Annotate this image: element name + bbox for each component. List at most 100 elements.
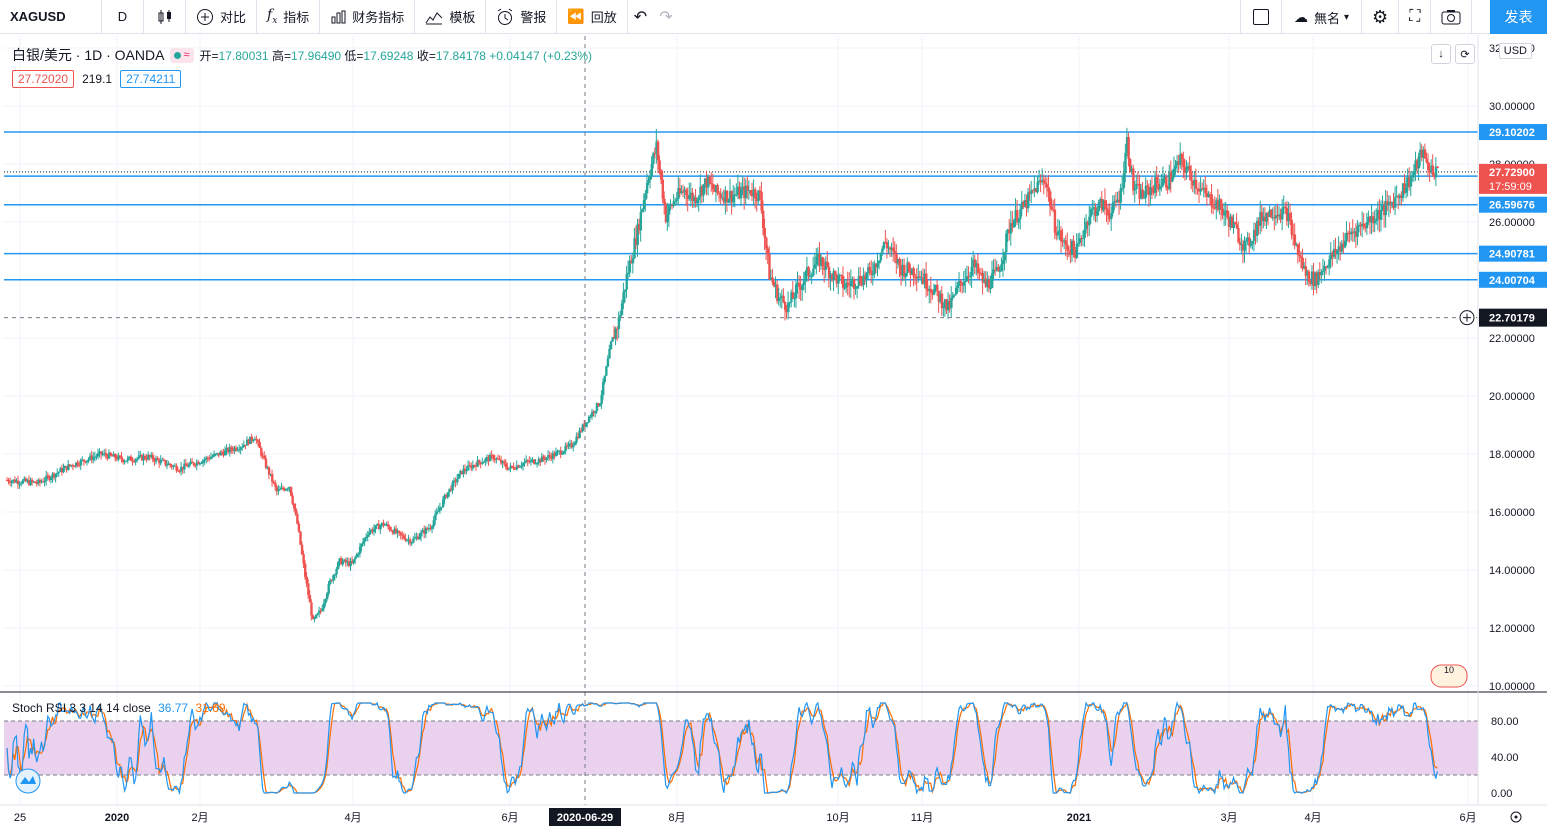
candle-body [396, 530, 399, 534]
candle-body [774, 284, 777, 287]
stoch-tick-label: 0.00 [1491, 788, 1512, 800]
candle-body [708, 176, 712, 184]
candle-body [573, 442, 577, 446]
candle-body [373, 529, 376, 532]
financials-button[interactable]: 财务指标 [320, 0, 416, 34]
undo-button[interactable]: ↶ [633, 8, 648, 26]
candle-body [120, 456, 123, 460]
time-axis-settings-icon[interactable] [1510, 811, 1522, 823]
candle-body [142, 456, 145, 461]
templates-button[interactable]: 模板 [415, 0, 487, 34]
candle-body [424, 528, 428, 534]
candle-body [1246, 237, 1250, 241]
candle-body [291, 495, 294, 504]
candle-body [522, 463, 525, 466]
candle-body [180, 466, 183, 472]
fullscreen-button[interactable]: ⛶ [1399, 0, 1432, 34]
candle-body [200, 462, 203, 464]
candle-body [300, 544, 304, 555]
publish-button[interactable]: 发表 [1490, 0, 1547, 34]
candle-body [38, 480, 42, 483]
candle-body [848, 284, 851, 287]
candle-body [697, 196, 701, 200]
candle-body [539, 459, 542, 463]
candle-body [1086, 221, 1090, 226]
candle-body [236, 449, 239, 451]
candle-body [1219, 199, 1223, 209]
candle-body [369, 529, 373, 533]
fullscreen-layout-button[interactable] [1240, 0, 1282, 34]
candle-body [647, 179, 650, 183]
candle-body [9, 481, 12, 484]
candle-body [841, 276, 845, 288]
candle-body [1085, 221, 1088, 230]
indicators-button[interactable]: fx 指标 [257, 0, 321, 34]
symbol-search-button[interactable]: XAGUSD [0, 0, 102, 34]
compare-button[interactable]: 对比 [186, 0, 258, 34]
redo-button[interactable]: ↷ [659, 8, 673, 26]
layout-name-button[interactable]: ☁ 無名 ▾ [1282, 0, 1363, 34]
candle-body [645, 182, 649, 194]
candle-body [206, 457, 210, 459]
candle-body [413, 537, 417, 539]
candle-body [1254, 229, 1257, 236]
tv-logo-icon[interactable] [15, 768, 41, 794]
candle-body [1083, 229, 1086, 238]
candle-body [885, 242, 889, 249]
stoch-title[interactable]: Stoch RSI 3 3 14 14 close [12, 701, 151, 715]
candle-body [1362, 223, 1366, 227]
candle-body [20, 483, 23, 485]
candle-body [1317, 272, 1320, 285]
candle-body [747, 190, 751, 192]
candle-body [581, 424, 585, 432]
candle-body [556, 451, 559, 453]
crosshair-date-label: 2020-06-29 [557, 812, 613, 824]
currency-tag[interactable]: USD [1498, 43, 1532, 59]
candle-body [887, 247, 890, 249]
price-axis[interactable]: 32.0000030.0000028.0000026.0000024.00000… [1489, 43, 1535, 693]
interval-button[interactable]: D [102, 0, 144, 34]
candle-body [548, 455, 552, 457]
candle-body [1398, 195, 1402, 198]
candle-body [666, 214, 669, 222]
candle-body [219, 451, 222, 456]
candle-body [1150, 187, 1154, 189]
settings-button[interactable]: ⚙ [1362, 0, 1400, 34]
candle-body [603, 375, 606, 383]
candle-body [578, 430, 581, 438]
candle-body [1171, 176, 1174, 182]
time-axis[interactable]: 25 2020 2月 4月 6月 8月 10月 11月 2021 3月 4月 6月 2020-06-29 [14, 808, 1477, 826]
bid-price-box[interactable]: 27.72020 [12, 70, 75, 88]
market-status-badge[interactable]: ≈ [170, 47, 194, 63]
candle-body [1337, 246, 1341, 251]
alert-button[interactable]: 警报 [486, 0, 558, 34]
price-tick-label: 14.00000 [1489, 565, 1535, 577]
candle-body [103, 453, 106, 455]
candle-body [1066, 244, 1069, 251]
candle-body [245, 439, 249, 446]
stoch-axis[interactable]: 80.00 40.00 0.00 [1491, 716, 1519, 800]
candle-body [209, 457, 213, 460]
candle-body [518, 466, 522, 468]
scroll-down-button[interactable]: ↓ [1431, 44, 1451, 64]
snapshot-button[interactable] [1431, 0, 1473, 34]
ask-price-box[interactable]: 27.74211 [120, 70, 182, 88]
candle-body [820, 257, 823, 266]
candle-body [871, 274, 875, 276]
candle-body [401, 534, 404, 536]
candle-body [191, 461, 194, 463]
candle-body [1154, 177, 1157, 193]
chart-type-button[interactable] [144, 0, 186, 34]
candle-body [528, 461, 531, 463]
symbol-title[interactable]: 白银/美元 · 1D · OANDA [12, 47, 165, 63]
candle-body [994, 269, 997, 271]
candle-body [1209, 194, 1212, 196]
candle-body [564, 445, 567, 452]
candle-body [87, 459, 90, 461]
candle-body [995, 266, 999, 270]
candle-body [686, 195, 690, 200]
replay-button[interactable]: ⏪ 回放 [557, 0, 628, 34]
reset-button[interactable]: ⟳ [1455, 44, 1475, 64]
chart-canvas[interactable]: 32.0000030.0000028.0000026.0000024.00000… [0, 35, 1547, 832]
candle-body [1285, 208, 1289, 222]
